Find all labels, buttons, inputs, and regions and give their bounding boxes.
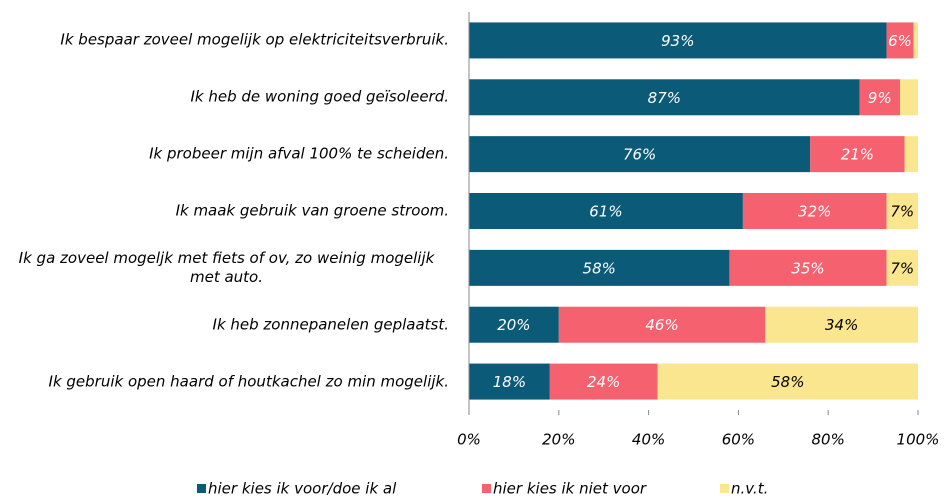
- bar-segment: [904, 136, 918, 173]
- bar-segment: [469, 306, 559, 343]
- data-label: 46%: [645, 316, 678, 334]
- x-tick-label: 100%: [897, 431, 940, 449]
- bar-segment: [810, 136, 905, 173]
- data-label: 32%: [798, 203, 831, 221]
- data-label: 24%: [587, 373, 620, 391]
- category-label: Ik heb zonnepanelen geplaatst.: [212, 315, 449, 334]
- category-label: Ik bespaar zoveel mogelijk op elektricit…: [60, 30, 449, 49]
- data-label: 18%: [493, 373, 526, 391]
- legend-swatch: [482, 484, 491, 493]
- data-label: 20%: [497, 316, 530, 334]
- category-label: Ik heb de woning goed geïsoleerd.: [190, 87, 449, 106]
- bar-segment: [859, 79, 901, 116]
- bar-segment: [469, 22, 887, 59]
- data-label: 34%: [825, 316, 858, 334]
- category-label: Ik probeer mijn afval 100% te scheiden.: [149, 144, 449, 163]
- category-label: Ik gebruik open haard of houtkachel zo m…: [48, 372, 449, 391]
- x-tick-label: 40%: [632, 431, 665, 449]
- bar-segment: [469, 136, 811, 173]
- data-label: 6%: [888, 32, 912, 50]
- data-label: 58%: [583, 259, 616, 277]
- data-label: 7%: [890, 203, 914, 221]
- legend-swatch: [197, 484, 206, 493]
- bar-segment: [765, 306, 918, 343]
- category-label: Ik maak gebruik van groene stroom.: [175, 201, 449, 220]
- data-label: 87%: [648, 89, 681, 107]
- bar-segment: [549, 363, 658, 400]
- bar-segment: [729, 249, 887, 286]
- bar-segment: [742, 193, 887, 229]
- bar-segment: [469, 193, 743, 229]
- bar-segment: [886, 22, 914, 59]
- data-label: 61%: [589, 203, 622, 221]
- bar-segment: [657, 363, 918, 400]
- x-tick-label: 80%: [812, 431, 845, 449]
- legend-label: hier kies ik voor/doe ik al: [208, 480, 397, 498]
- bar-segment: [913, 22, 918, 59]
- legend-label: n.v.t.: [731, 480, 768, 498]
- bar-segment: [469, 249, 730, 286]
- x-tick-label: 20%: [542, 431, 575, 449]
- legend-swatch: [720, 484, 729, 493]
- data-label: 93%: [661, 32, 694, 50]
- bar-segment: [469, 363, 550, 400]
- bar-segment: [469, 79, 860, 116]
- data-label: 35%: [791, 259, 824, 277]
- data-label: 9%: [868, 89, 892, 107]
- legend-label: hier kies ik niet voor: [493, 480, 647, 498]
- x-tick-label: 0%: [457, 431, 481, 449]
- data-label: 58%: [771, 373, 804, 391]
- x-tick-label: 60%: [722, 431, 755, 449]
- bar-segment: [886, 249, 918, 286]
- bar-segment: [886, 193, 918, 229]
- bar-segment: [900, 79, 918, 116]
- category-label: Ik ga zoveel mogeljk met fiets of ov, zo…: [18, 248, 435, 286]
- data-label: 7%: [890, 259, 914, 277]
- data-label: 21%: [841, 146, 874, 164]
- data-label: 76%: [623, 146, 656, 164]
- bar-segment: [558, 306, 766, 343]
